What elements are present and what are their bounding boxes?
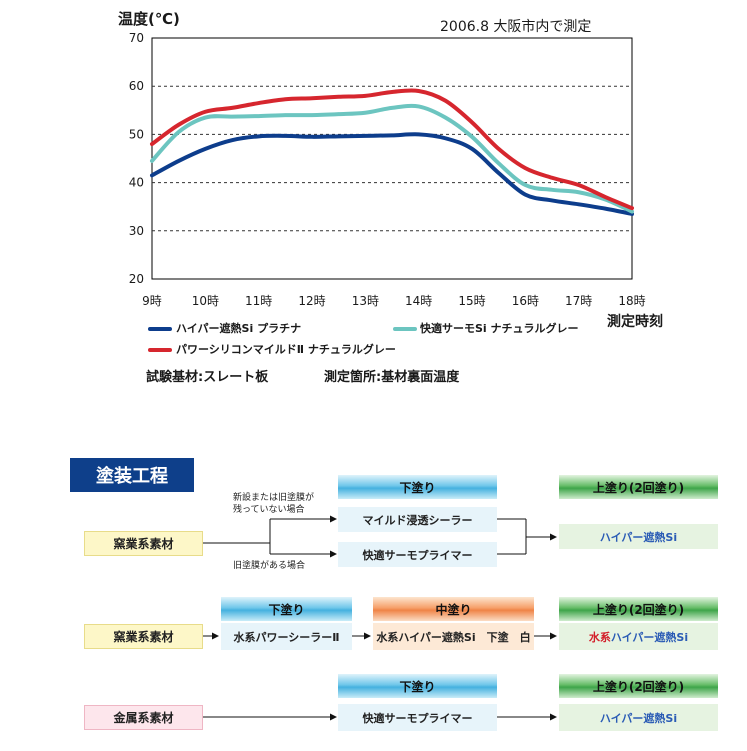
row2-topcoat-prefix: 水系 (588, 630, 611, 644)
x-tick-labels: 9時 10時 11時 12時 13時 14時 15時 16時 17時 18時 (142, 294, 645, 308)
row1-condition-old: 旧塗膜がある場合 (233, 561, 306, 571)
row1-condition-new: 新設または旧塗膜が 残っていない場合 (233, 492, 314, 516)
series-lines (150, 88, 634, 216)
legend-label-series-1: ハイパー遮熱Si プラチナ (176, 322, 302, 335)
row2-topcoat-header: 上塗り(2回塗り) (559, 597, 718, 621)
row3-base-material: 金属系素材 (84, 705, 203, 730)
x-tick-label: 12時 (298, 294, 325, 308)
plot-area (151, 37, 633, 280)
chart-title: 2006.8 大阪市内で測定 (440, 18, 591, 35)
row2-undercoat: 水系パワーシーラーⅡ (221, 623, 352, 650)
y-tick-label: 30 (129, 224, 144, 238)
x-tick-label: 18時 (618, 294, 645, 308)
x-tick-label: 15時 (458, 294, 485, 308)
substrate-note: 試験基材:スレート板 (146, 370, 269, 385)
row3-undercoat-header: 下塗り (338, 674, 497, 698)
y-tick-label: 40 (129, 176, 144, 190)
row2-topcoat-name: ハイパー遮熱Si (610, 630, 689, 644)
y-tick-labels: 20 30 40 50 60 70 (129, 31, 144, 286)
y-tick-label: 60 (129, 79, 144, 93)
row2-undercoat-header: 下塗り (221, 597, 352, 621)
y-tick-label: 50 (129, 127, 144, 141)
x-tick-label: 11時 (245, 294, 272, 308)
x-tick-label: 16時 (512, 294, 539, 308)
row1-undercoat-header: 下塗り (338, 475, 497, 499)
temperature-chart: 20 30 40 50 60 70 9時 10時 11時 12時 13時 14時 15時 16時 17時 1… (118, 10, 663, 330)
row3-topcoat-header: 上塗り(2回塗り) (559, 674, 718, 698)
row1-condition-new-line2: 残っていない場合 (233, 505, 305, 515)
row2-topcoat: 水系 ハイパー遮熱Si (559, 623, 718, 650)
x-tick-label: 17時 (565, 294, 592, 308)
row1-undercoat-primer: 快適サーモプライマー (338, 542, 497, 567)
y-tick-label: 20 (129, 272, 144, 286)
row1-condition-new-line1: 新設または旧塗膜が (233, 493, 315, 503)
process-title: 塗装工程 (70, 458, 194, 492)
series-line-3 (150, 88, 634, 211)
row3-topcoat: ハイパー遮熱Si (559, 704, 718, 731)
legend-label-series-2: 快適サーモSi ナチュラルグレー (420, 322, 579, 335)
x-tick-label: 10時 (192, 294, 219, 308)
legend-swatch-series-2 (393, 327, 417, 331)
legend-swatch-series-3 (148, 348, 172, 352)
process-connectors (203, 515, 557, 721)
x-axis-label: 測定時刻 (607, 313, 663, 330)
row2-middlecoat-header: 中塗り (373, 597, 534, 621)
row2-middlecoat: 水系ハイパー遮熱Si 下塗 白 (373, 623, 534, 650)
row1-undercoat-sealer: マイルド浸透シーラー (338, 507, 497, 532)
x-tick-label: 9時 (142, 294, 162, 308)
y-tick-label: 70 (129, 31, 144, 45)
row3-undercoat: 快適サーモプライマー (338, 704, 497, 731)
legend-swatch-series-1 (148, 327, 172, 331)
row1-base-material: 窯業系素材 (84, 531, 203, 556)
row1-topcoat-header: 上塗り(2回塗り) (559, 475, 718, 499)
x-tick-label: 13時 (352, 294, 379, 308)
series-line-1 (150, 132, 634, 216)
series-line-2 (150, 103, 634, 214)
x-tick-label: 14時 (405, 294, 432, 308)
legend-label-series-3: パワーシリコンマイルドⅡ ナチュラルグレー (176, 343, 396, 356)
row2-base-material: 窯業系素材 (84, 624, 203, 649)
row1-topcoat: ハイパー遮熱Si (559, 524, 718, 549)
y-axis-label: 温度(℃) (118, 10, 180, 28)
location-note: 測定箇所:基材裏面温度 (324, 370, 460, 385)
